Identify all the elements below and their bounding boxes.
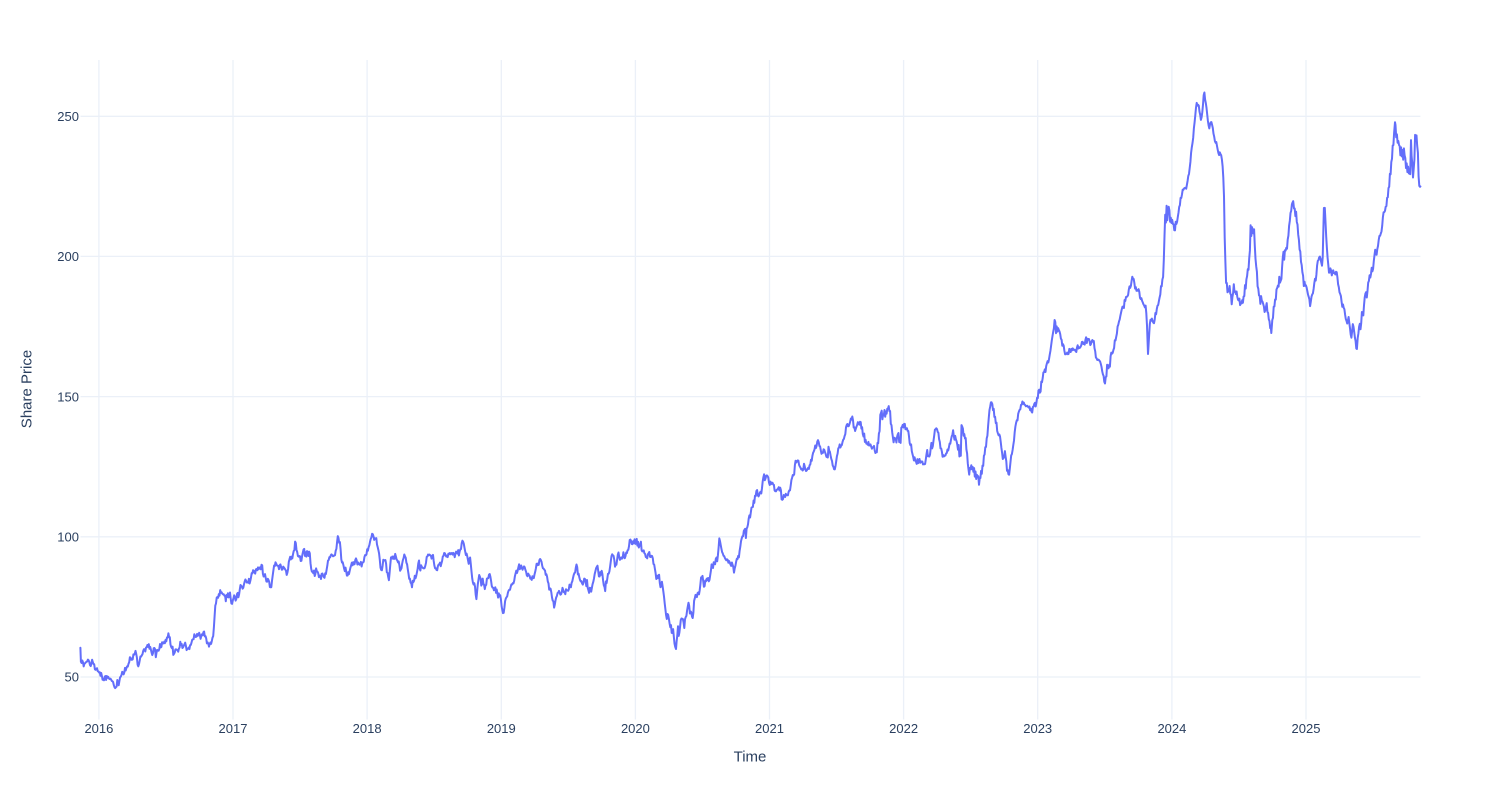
svg-text:2024: 2024 (1157, 721, 1186, 736)
svg-text:2021: 2021 (755, 721, 784, 736)
svg-text:Time: Time (734, 749, 767, 766)
svg-text:2019: 2019 (487, 721, 516, 736)
svg-text:150: 150 (57, 389, 79, 404)
svg-text:2016: 2016 (84, 721, 113, 736)
svg-text:200: 200 (57, 249, 79, 264)
svg-text:50: 50 (65, 670, 79, 685)
svg-text:100: 100 (57, 530, 79, 545)
svg-text:2023: 2023 (1023, 721, 1052, 736)
svg-text:2020: 2020 (621, 721, 650, 736)
svg-text:2025: 2025 (1292, 721, 1321, 736)
svg-text:2018: 2018 (353, 721, 382, 736)
svg-text:250: 250 (57, 109, 79, 124)
svg-text:Share Price: Share Price (19, 350, 36, 428)
svg-text:2022: 2022 (889, 721, 918, 736)
svg-text:2017: 2017 (219, 721, 248, 736)
